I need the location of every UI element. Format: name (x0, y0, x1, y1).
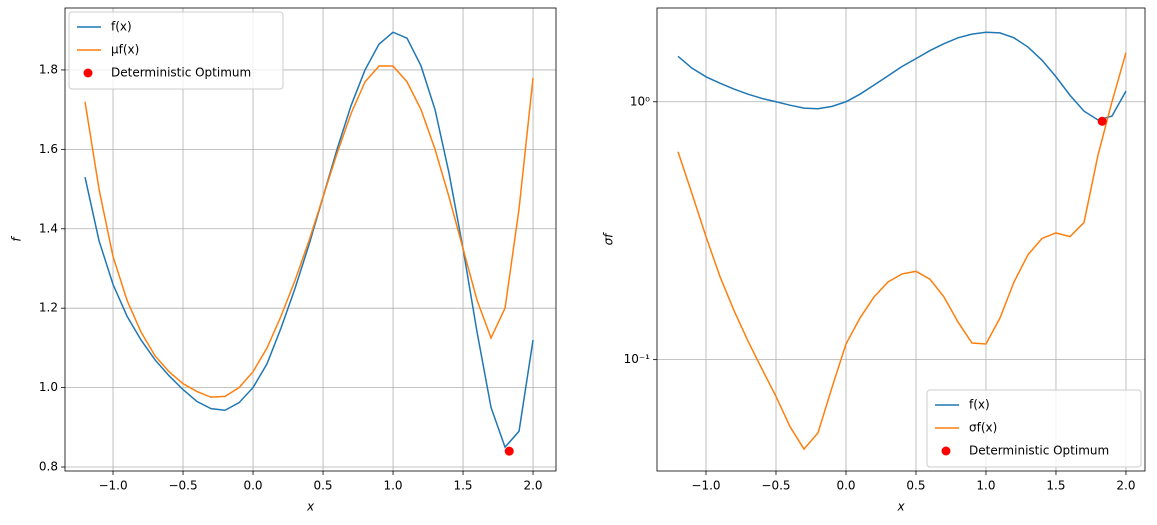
y-tick-label: 10⁻¹ (624, 352, 651, 366)
x-axis-label: x (306, 500, 315, 514)
legend-marker (941, 446, 951, 456)
y-axis-label: f (10, 236, 24, 242)
legend-label: f(x) (969, 398, 990, 412)
x-tick-label: −0.5 (761, 479, 790, 493)
x-axis-label: x (896, 500, 905, 514)
legend-label: Deterministic Optimum (969, 444, 1109, 458)
scatter-point (1097, 116, 1107, 126)
y-tick-label: 1.8 (39, 62, 58, 76)
legend-box (926, 389, 1142, 468)
x-tick-label: 1.5 (1046, 479, 1065, 493)
x-tick-label: 2.0 (523, 479, 542, 493)
x-tick-label: −0.5 (168, 479, 197, 493)
legend-box (68, 11, 284, 90)
x-tick-label: 0.5 (906, 479, 925, 493)
scatter-point (504, 446, 514, 456)
line-series (677, 52, 1127, 451)
y-tick-label: 1.0 (39, 380, 58, 394)
line-series (84, 65, 534, 398)
axes-frame (64, 7, 557, 472)
y-tick-label: 1.6 (39, 142, 58, 156)
x-tick-label: 1.0 (976, 479, 995, 493)
y-tick-label: 0.8 (39, 460, 58, 474)
x-tick-label: 1.0 (383, 479, 402, 493)
legend-label: Deterministic Optimum (111, 66, 251, 80)
legend-label: f(x) (111, 20, 132, 34)
x-tick-label: 1.5 (453, 479, 472, 493)
line-series (677, 31, 1127, 121)
y-tick-label: 1.2 (39, 301, 58, 315)
legend-marker (83, 68, 93, 78)
x-tick-label: 0.0 (243, 479, 262, 493)
x-tick-label: −1.0 (98, 479, 127, 493)
legend-label: σf(x) (969, 421, 997, 435)
y-tick-label: 10⁰ (630, 94, 650, 108)
y-tick-label: 1.4 (39, 221, 58, 235)
x-tick-label: 0.5 (313, 479, 332, 493)
x-tick-label: −1.0 (691, 479, 720, 493)
legend-label: μf(x) (111, 43, 139, 57)
axes-frame (656, 7, 1146, 472)
y-axis-label: σf (602, 232, 616, 246)
x-tick-label: 0.0 (836, 479, 855, 493)
x-tick-label: 2.0 (1116, 479, 1135, 493)
line-series (84, 31, 534, 449)
